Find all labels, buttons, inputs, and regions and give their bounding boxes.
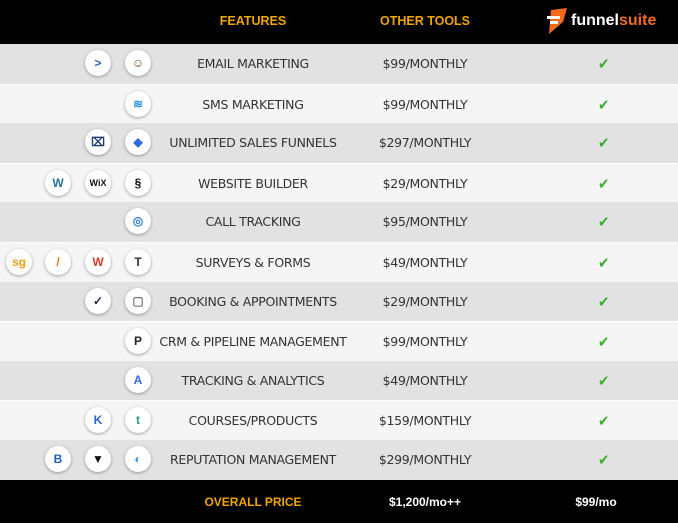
feature-name: SMS MARKETING [202, 96, 304, 112]
analytics-icon: A [125, 366, 151, 393]
funnelsuite-price: $99/mo [575, 495, 617, 509]
funnelsuite-logo-icon [545, 8, 569, 34]
wordpress-icon: W [45, 169, 71, 196]
table-row: ✓ ▢ BOOKING & APPOINTMENTS $29/MONTHLY ✔ [0, 281, 678, 322]
other-tools-price: $95/MONTHLY [382, 214, 468, 230]
teachable-icon: t [125, 407, 151, 434]
jotform-icon: / [45, 249, 71, 275]
check-icon: ✔ [598, 134, 610, 153]
table-row: W WiX § WEBSITE BUILDER $29/MONTHLY ✔ [0, 162, 678, 203]
feature-name: EMAIL MARKETING [197, 56, 309, 71]
kajabi-icon: K [85, 407, 111, 434]
callrail-icon: ◎ [125, 208, 151, 235]
table-row: sg / W T SURVEYS & FORMS $49/MONTHLY ✔ [0, 242, 678, 282]
check-icon: ✔ [598, 254, 610, 272]
other-tools-heading: OTHER TOOLS [379, 14, 471, 28]
check-icon: ✔ [598, 213, 610, 232]
wufoo-icon: W [85, 249, 111, 275]
podium-icon: ▼ [85, 446, 111, 472]
feature-name: SURVEYS & FORMS [195, 255, 311, 270]
check-icon: ✔ [598, 333, 610, 352]
table-footer: OVERALL PRICE $1,200/mo++ $99/mo [0, 480, 678, 523]
other-tools-price: $99/MONTHLY [382, 96, 468, 112]
feature-name: WEBSITE BUILDER [198, 175, 308, 191]
table-row: P CRM & PIPELINE MANAGEMENT $99/MONTHLY ✔ [0, 321, 678, 361]
table-header: FEATURES OTHER TOOLS funnelsuite [0, 0, 678, 44]
brand-funnel: funnel [571, 12, 619, 29]
other-tools-price: $99/MONTHLY [382, 56, 468, 71]
activecampaign-icon: > [85, 50, 111, 76]
sms-chevrons-icon: ≋ [125, 90, 151, 117]
check-icon: ✔ [598, 174, 610, 193]
wix-icon: WiX [85, 169, 111, 196]
other-tools-price: $297/MONTHLY [378, 135, 472, 151]
funnelsuite-logo: funnelsuite [545, 8, 656, 34]
other-tools-price: $29/MONTHLY [382, 293, 468, 309]
pipedrive-icon: P [125, 328, 151, 355]
other-tools-price: $159/MONTHLY [378, 413, 472, 429]
check-icon: ✔ [598, 412, 610, 431]
clickfunnels-icon: ⌧ [85, 129, 111, 156]
table-row: A TRACKING & ANALYTICS $49/MONTHLY ✔ [0, 360, 678, 401]
table-row: > ☺ EMAIL MARKETING $99/MONTHLY ✔ [0, 44, 678, 84]
reputation-icon: ◐ [125, 446, 151, 472]
check-icon: ✔ [598, 371, 610, 390]
other-tools-price: $49/MONTHLY [382, 255, 468, 270]
other-tools-price: $99/MONTHLY [382, 334, 468, 350]
features-heading: FEATURES [219, 14, 287, 28]
typeform-icon: T [125, 249, 151, 275]
feature-name: REPUTATION MANAGEMENT [170, 452, 336, 467]
feature-name: BOOKING & APPOINTMENTS [169, 293, 337, 309]
other-tools-price: $49/MONTHLY [382, 372, 468, 388]
table-row: ≋ SMS MARKETING $99/MONTHLY ✔ [0, 83, 678, 124]
calendar-icon: ▢ [125, 287, 151, 314]
check-icon: ✔ [598, 292, 610, 311]
other-tools-price: $29/MONTHLY [382, 175, 468, 191]
table-row: ⌧ ◆ UNLIMITED SALES FUNNELS $297/MONTHLY ✔ [0, 123, 678, 163]
other-tools-total: $1,200/mo++ [388, 495, 462, 509]
check-icon: ✔ [598, 95, 610, 114]
feature-name: UNLIMITED SALES FUNNELS [169, 135, 337, 151]
table-row: ◎ CALL TRACKING $95/MONTHLY ✔ [0, 202, 678, 243]
mailchimp-icon: ☺ [125, 50, 151, 76]
check-icon: ✔ [598, 55, 610, 73]
leadpages-icon: ◆ [125, 129, 151, 156]
squarespace-icon: § [125, 169, 151, 196]
table-row: B ▼ ◐ REPUTATION MANAGEMENT $299/MONTHLY ✔ [0, 440, 678, 480]
check-icon: ✔ [598, 451, 610, 469]
birdeye-icon: B [45, 446, 71, 472]
feature-name: TRACKING & ANALYTICS [181, 372, 325, 388]
feature-name: COURSES/PRODUCTS [188, 413, 318, 429]
surveygizmo-icon: sg [6, 249, 32, 275]
brand-suite: suite [619, 12, 657, 29]
other-tools-price: $299/MONTHLY [378, 452, 472, 467]
overall-price-label: OVERALL PRICE [204, 495, 302, 509]
feature-name: CALL TRACKING [205, 214, 301, 230]
feature-name: CRM & PIPELINE MANAGEMENT [159, 334, 347, 350]
acuity-icon: ✓ [85, 287, 111, 314]
